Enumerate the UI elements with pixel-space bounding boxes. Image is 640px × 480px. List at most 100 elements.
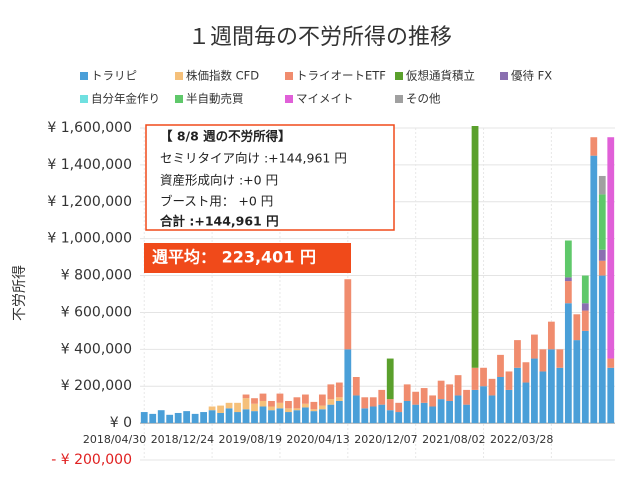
bar-segment	[268, 410, 275, 424]
bar-segment	[276, 408, 284, 424]
bar-segment	[437, 380, 445, 400]
bar-segment	[149, 413, 157, 424]
legend-swatch	[395, 72, 403, 80]
annotation-line: 合計 :+144,961 円	[160, 214, 279, 229]
bar-segment	[318, 394, 326, 406]
bar-segment	[556, 349, 564, 368]
bar-segment	[259, 393, 267, 401]
bar-segment	[581, 275, 589, 304]
bar-segment	[403, 384, 411, 401]
y-tick-label: - ¥ 200,000	[51, 452, 132, 468]
bar-segment	[327, 399, 335, 405]
legend-label: トラリピ	[91, 69, 137, 83]
bar-segment	[234, 412, 241, 424]
bar-segment	[581, 310, 589, 331]
bar-segment	[140, 412, 148, 424]
bar-segment	[335, 400, 343, 424]
bar-segment	[497, 377, 504, 424]
bar-segment	[412, 404, 420, 424]
bar-segment	[200, 412, 208, 424]
bar-segment	[463, 404, 470, 424]
legend-swatch	[395, 95, 403, 103]
bar-segment	[573, 314, 581, 341]
annotation-line: 資産形成向け :+0 円	[160, 173, 278, 188]
bar-segment	[386, 410, 394, 424]
legend-label: トライオートETF	[296, 69, 386, 83]
bar-segment	[607, 137, 615, 359]
bar-segment	[183, 411, 191, 424]
bar-segment	[310, 411, 318, 424]
bar-segment	[378, 389, 386, 405]
bar-segment	[446, 400, 453, 424]
bar-segment	[598, 249, 606, 261]
bar-segment	[505, 389, 513, 424]
bar-segment	[352, 377, 360, 396]
bar-segment	[285, 408, 292, 413]
bar-segment	[344, 349, 352, 424]
bar-segment	[471, 367, 479, 390]
bar-segment	[395, 412, 403, 424]
bar-segment	[335, 397, 343, 401]
bar-segment	[352, 395, 360, 424]
bar-segment	[446, 384, 453, 401]
bar-segment	[361, 397, 369, 409]
bar-segment	[556, 367, 564, 424]
bar-segment	[302, 394, 309, 404]
legend-swatch	[80, 72, 88, 80]
legend-label: 半自動売買	[186, 92, 244, 106]
bar-segment	[463, 389, 470, 405]
bar-segment	[564, 277, 572, 282]
bar-segment	[302, 407, 309, 424]
legend-label: 優待 FX	[511, 69, 552, 83]
bar-segment	[547, 321, 555, 350]
bar-segment	[581, 303, 589, 311]
bar-segment	[437, 399, 445, 424]
y-axis-label: 不労所得	[11, 265, 28, 321]
bar-segment	[539, 349, 547, 372]
annotation-box	[145, 124, 395, 231]
bar-segment	[361, 408, 369, 424]
bar-segment	[497, 354, 504, 377]
bar-segment	[344, 279, 352, 350]
legend-swatch	[285, 72, 293, 80]
annotation-line: 【 8/8 週の不労所得】	[160, 129, 291, 144]
bar-segment	[564, 303, 572, 424]
bar-segment	[268, 406, 275, 411]
bar-segment	[581, 330, 589, 424]
bar-segment	[564, 281, 572, 304]
bar-segment	[157, 410, 165, 424]
bar-segment	[378, 404, 386, 424]
bar-segment	[420, 402, 428, 424]
x-tick-label: 2020/04/13	[286, 433, 349, 446]
bar-segment	[259, 406, 267, 424]
legend-swatch	[285, 95, 293, 103]
legend-swatch	[500, 72, 508, 80]
bar-segment	[318, 405, 326, 410]
bar-segment	[251, 411, 258, 424]
bar-segment	[573, 340, 581, 424]
bar-segment	[293, 408, 301, 411]
bar-segment	[564, 240, 572, 278]
bar-segment	[412, 391, 420, 405]
legend-label: 仮想通貨積立	[406, 69, 475, 83]
legend-swatch	[175, 72, 183, 80]
y-tick-label: ¥ 400,000	[61, 341, 132, 357]
bar-segment	[208, 406, 216, 411]
bar-segment	[369, 406, 377, 424]
x-tick-label: 2018/12/24	[151, 433, 214, 446]
bar-segment	[488, 378, 496, 396]
bar-segment	[480, 386, 487, 424]
bar-segment	[598, 194, 606, 250]
bar-segment	[607, 367, 615, 424]
bar-segment	[302, 403, 309, 408]
y-tick-label: ¥ 0	[110, 415, 132, 431]
bar-segment	[259, 400, 267, 407]
bar-segment	[488, 395, 496, 424]
bar-segment	[217, 405, 224, 413]
bar-segment	[522, 382, 530, 424]
bar-segment	[514, 340, 521, 368]
legend-label: マイメイト	[296, 92, 354, 106]
legend-label: 株価指数 CFD	[186, 69, 259, 83]
y-tick-label: ¥ 600,000	[61, 304, 132, 320]
average-label: 週平均： 223,401 円	[152, 248, 316, 267]
